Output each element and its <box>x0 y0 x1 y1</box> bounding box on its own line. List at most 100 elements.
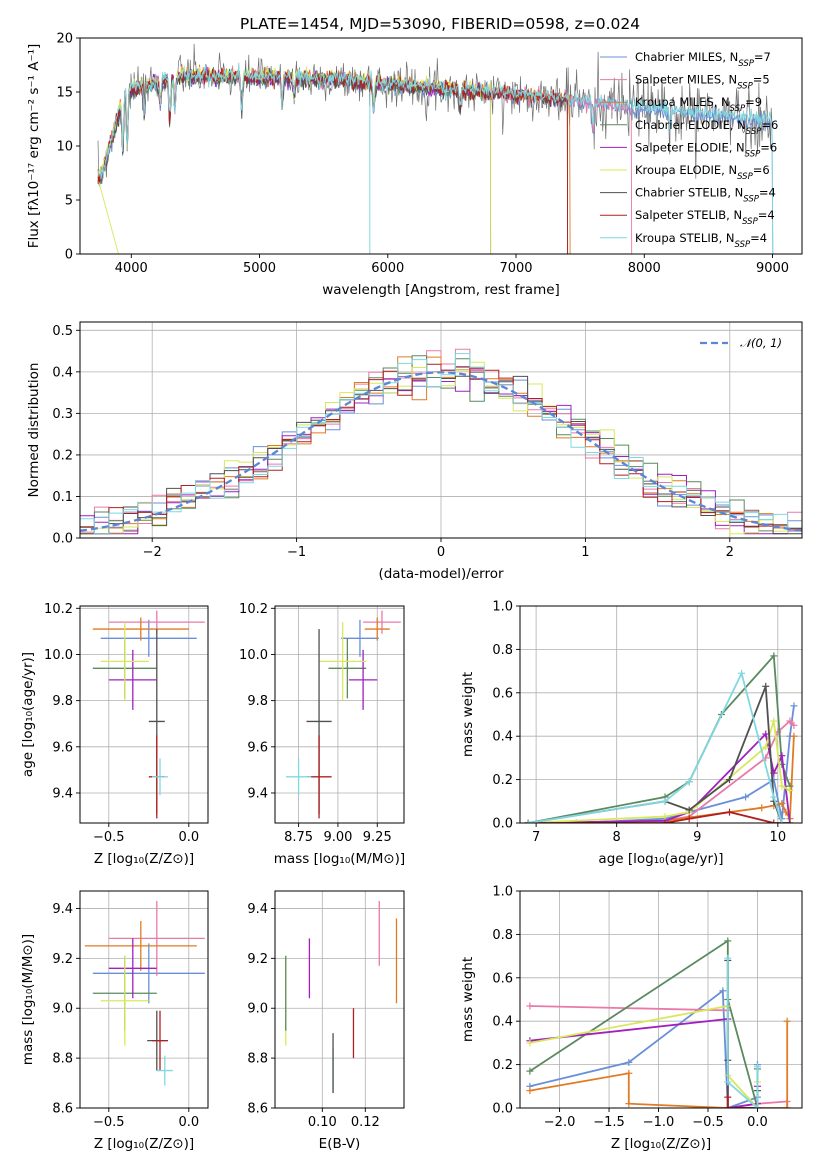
y-tick-label: 0.3 <box>52 407 73 422</box>
series-marker <box>724 1104 732 1108</box>
data-point <box>156 1055 173 1086</box>
series-marker <box>742 793 750 801</box>
y-tick-label: 15 <box>56 86 73 101</box>
y-tick-label: 9.8 <box>52 694 73 709</box>
y-tick-label: 5 <box>65 194 73 209</box>
legend-label: Chabrier MILES, NSSP=7 <box>635 50 771 69</box>
x-tick-label: 0.0 <box>178 1115 199 1130</box>
histogram-step <box>80 363 802 535</box>
series-marker <box>625 1100 633 1108</box>
x-tick-label: 2 <box>726 545 734 560</box>
chart-mass_vs_EBV: 0.10 0.12 8.6 8.8 9.0 9.2 9.4 E(B-V) <box>247 890 405 1152</box>
y-tick-label: 0.8 <box>492 643 513 658</box>
series-marker <box>661 797 669 805</box>
series-marker <box>724 937 732 945</box>
legend-label: Kroupa STELIB, NSSP=4 <box>635 231 767 250</box>
chart-age_vs_Z: −0.5 0.0 9.4 9.6 9.8 10.0 10.2 Z [log₁₀(Z/Z⊙)] a… <box>20 602 209 867</box>
legend-label: 𝒩(0, 1) <box>740 336 782 350</box>
axes-frame <box>79 890 209 1109</box>
chart-massweight_vs_age: 7 8 9 10 0.0 0.2 0.4 0.6 0.8 1.0 age [log₁₀(age/yr… <box>460 600 803 867</box>
y-tick-label: 9.4 <box>52 902 73 917</box>
series-line <box>726 958 759 1108</box>
data-point <box>108 900 205 976</box>
data-point <box>328 638 367 699</box>
series-marker <box>526 1087 534 1095</box>
y-tick-label: 8.8 <box>52 1052 73 1067</box>
x-tick-label: 7000 <box>499 261 532 276</box>
x-tick-label: −1.0 <box>643 1115 675 1130</box>
series-marker <box>783 1104 791 1108</box>
plot-area <box>97 43 774 254</box>
data-point <box>108 649 157 710</box>
x-axis-label: wavelength [Angstrom, rest frame] <box>322 282 560 298</box>
x-tick-label: 9000 <box>756 261 789 276</box>
x-tick-label: 0.0 <box>178 830 199 845</box>
chart-mass_vs_Z: −0.5 0.0 8.6 8.8 9.0 9.2 9.4 Z [log₁₀(Z/Z⊙)] mas… <box>20 890 209 1152</box>
y-tick-label: 0.1 <box>52 490 73 505</box>
x-tick-label: −2.0 <box>544 1115 576 1130</box>
series-marker <box>786 717 794 725</box>
y-tick-label: 0.0 <box>492 817 513 832</box>
data-point <box>286 758 312 796</box>
legend-item: Chabrier STELIB, NSSP=4 <box>600 186 776 205</box>
x-tick-label: 0.10 <box>308 1115 337 1130</box>
series-line <box>726 1097 758 1108</box>
series-marker <box>762 743 770 751</box>
axes-frame <box>274 605 405 824</box>
x-axis-label: age [log₁₀(age/yr)] <box>598 851 723 867</box>
plot-area <box>526 937 791 1108</box>
x-tick-label: 9.25 <box>363 830 392 845</box>
legend-item: Salpeter STELIB, NSSP=4 <box>600 208 775 227</box>
y-tick-label: 0.2 <box>52 448 73 463</box>
series-marker <box>526 1067 534 1075</box>
series-marker <box>753 1063 761 1071</box>
data-point <box>152 1010 168 1071</box>
y-tick-label: 10.2 <box>239 602 268 617</box>
plot-area <box>84 900 205 1086</box>
series-marker <box>526 1002 534 1010</box>
series-marker <box>778 799 786 807</box>
series-marker <box>783 1017 791 1025</box>
x-axis-label: Z [log₁₀(Z/Z⊙)] <box>611 1136 711 1152</box>
x-tick-label: −0.5 <box>93 1115 125 1130</box>
series-marker <box>790 721 798 729</box>
series-marker <box>685 778 693 786</box>
y-tick-label: 10.0 <box>44 648 73 663</box>
axes-frame <box>519 605 803 824</box>
series-marker <box>790 702 798 710</box>
x-tick-label: 1 <box>581 545 589 560</box>
legend-item: Chabrier ELODIE, NSSP=6 <box>600 118 778 137</box>
y-tick-label: 1.0 <box>492 600 513 615</box>
y-axis-label: Flux [fλ10⁻¹⁷ erg cm⁻² s⁻¹ A⁻¹] <box>26 44 42 249</box>
y-axis-label: mass [log₁₀(M/M⊙)] <box>20 934 36 1065</box>
series-marker <box>719 987 727 995</box>
series-marker <box>762 730 770 738</box>
data-point <box>364 617 390 641</box>
normal-curve <box>80 371 802 532</box>
series-marker <box>770 717 778 725</box>
y-tick-label: 9.0 <box>52 1002 73 1017</box>
x-tick-label: 8000 <box>628 261 661 276</box>
x-axis-label: mass [log₁₀(M/M⊙)] <box>274 851 405 867</box>
chart-massweight_vs_Z: −2.0 −1.5 −1.0 −0.5 0.0 0.0 0.2 0.4 0.6 0.8 1.0 Z [… <box>460 885 803 1152</box>
y-tick-label: 0 <box>65 248 73 263</box>
y-tick-label: 0.4 <box>492 1015 513 1030</box>
series-marker <box>661 819 669 823</box>
legend-label: Chabrier STELIB, NSSP=4 <box>635 186 776 205</box>
data-point <box>319 622 367 701</box>
series-line <box>527 670 783 823</box>
plot-area <box>80 348 802 535</box>
x-tick-label: −0.5 <box>93 830 125 845</box>
data-point <box>84 920 197 971</box>
y-tick-label: 0.8 <box>492 928 513 943</box>
data-point <box>100 619 197 657</box>
y-tick-label: 0.2 <box>492 1058 513 1073</box>
series-marker <box>661 812 669 820</box>
y-tick-label: 9.2 <box>247 952 268 967</box>
series-marker <box>790 732 798 740</box>
y-tick-label: 9.0 <box>247 1002 268 1017</box>
y-tick-label: 8.6 <box>52 1102 73 1117</box>
figure-title: PLATE=1454, MJD=53090, FIBERID=0598, z=0… <box>240 15 640 33</box>
legend-item: Kroupa MILES, NSSP=9 <box>600 95 762 114</box>
plot-area <box>524 652 798 823</box>
